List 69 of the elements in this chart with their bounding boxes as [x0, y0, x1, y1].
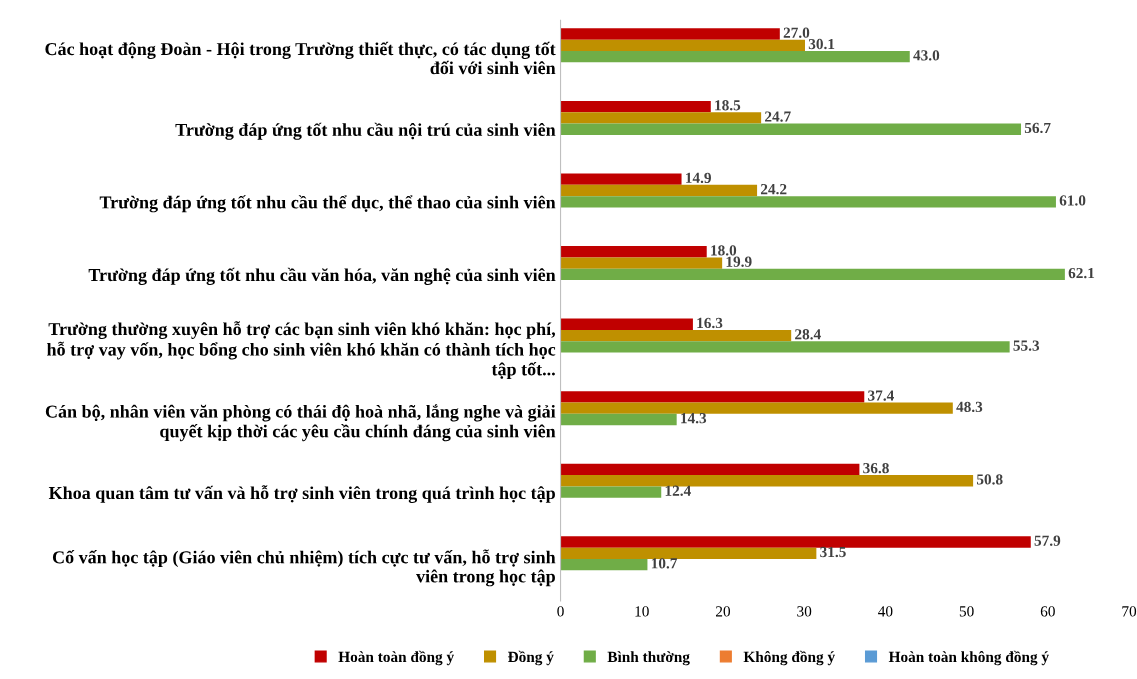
data-label: 62.1	[1068, 267, 1095, 279]
x-tick-label: 40	[878, 606, 893, 617]
bar	[560, 413, 677, 426]
bar	[560, 196, 1056, 208]
bar	[560, 112, 762, 124]
bar	[560, 329, 792, 342]
bar	[560, 486, 662, 498]
y-tick-label: Trường đáp ứng tốt nhu cầu văn hóa, văn nghệ của sinh viên	[88, 267, 556, 285]
x-tick-label: 10	[635, 606, 649, 617]
bar	[560, 268, 1065, 281]
bar	[560, 475, 974, 487]
bar	[560, 173, 682, 185]
data-label: 43.0	[913, 50, 940, 61]
data-label: 48.3	[956, 401, 983, 413]
bar	[560, 100, 711, 113]
bar	[560, 28, 780, 40]
y-tick-label: Trường đáp ứng tốt nhu cầu thể dục, thể thao của sinh viên	[99, 195, 556, 213]
y-tick-label: Các hoạt động Đoàn - Hội trong Trường thiết thực, có tác dụng tốt đối với sinh viên	[45, 41, 556, 75]
legend-label: Không đồng ý	[743, 650, 835, 666]
legend-label: Bình thường	[607, 651, 690, 666]
bar	[560, 341, 1010, 353]
data-label: 14.3	[681, 413, 707, 424]
data-label: 18.0	[711, 245, 737, 256]
data-label: 56.7	[1024, 122, 1051, 134]
data-label: 28.4	[795, 329, 821, 340]
data-label: 37.4	[868, 390, 894, 401]
x-tick-label: 0	[557, 606, 564, 617]
data-label: 24.2	[760, 184, 787, 195]
bar	[560, 402, 953, 414]
data-label: 36.8	[863, 462, 889, 474]
data-label: 16.3	[697, 317, 723, 329]
y-tick-label: Cố vấn học tập (Giáo viên chủ nhiệm) tích cực tư vấn, hỗ trợ sinh viên trong học tập	[52, 549, 556, 587]
legend-label: Đồng ý	[507, 650, 554, 666]
data-label: 57.9	[1034, 535, 1061, 546]
bar	[560, 463, 860, 476]
data-label: 30.1	[808, 38, 835, 50]
x-tick-label: 70	[1122, 606, 1137, 617]
data-label: 19.9	[726, 256, 752, 267]
data-label: 27.0	[783, 27, 810, 38]
data-label: 12.4	[665, 485, 691, 496]
x-tick-label: 30	[797, 606, 812, 617]
bar	[560, 547, 817, 559]
bar	[560, 536, 1031, 548]
bar	[560, 391, 865, 403]
legend-label: Hoàn toàn đồng ý	[338, 650, 454, 666]
y-tick-label: Trường đáp ứng tốt nhu cầu nội trú của sinh viên	[175, 122, 556, 140]
bar	[560, 50, 910, 63]
bar	[560, 123, 1022, 135]
bar	[560, 318, 693, 330]
legend-label: Hoàn toàn không đồng ý	[888, 650, 1049, 666]
data-label: 31.5	[820, 546, 846, 558]
data-label: 10.7	[651, 558, 678, 569]
bar	[560, 257, 723, 269]
x-tick-label: 20	[716, 606, 731, 617]
bar	[560, 246, 707, 258]
data-label: 24.7	[765, 111, 791, 122]
y-tick-label: Trường thường xuyên hỗ trợ các bạn sinh viên khó khăn: học phí, hỗ trợ vay vốn, học bổng cho sinh viên khó khăn có thành tích học tập tốt...	[46, 321, 556, 380]
bar	[560, 39, 805, 51]
x-tick-label: 50	[959, 606, 974, 617]
y-tick-label: Khoa quan tâm tư vấn và hỗ trợ sinh viên trong quá trình học tập	[48, 485, 555, 503]
data-label: 18.5	[715, 100, 741, 111]
data-label: 50.8	[976, 474, 1003, 485]
y-tick-label: Cán bộ, nhân viên văn phòng có thái độ hoà nhã, lắng nghe và giải quyết kịp thời các yêu cầu chính đáng của sinh viên	[45, 404, 556, 442]
data-label: 14.9	[686, 172, 711, 184]
bar	[560, 184, 758, 197]
data-label: 61.0	[1059, 195, 1086, 206]
x-tick-label: 60	[1040, 606, 1055, 617]
bar	[560, 558, 648, 571]
data-label: 55.3	[1013, 340, 1040, 351]
